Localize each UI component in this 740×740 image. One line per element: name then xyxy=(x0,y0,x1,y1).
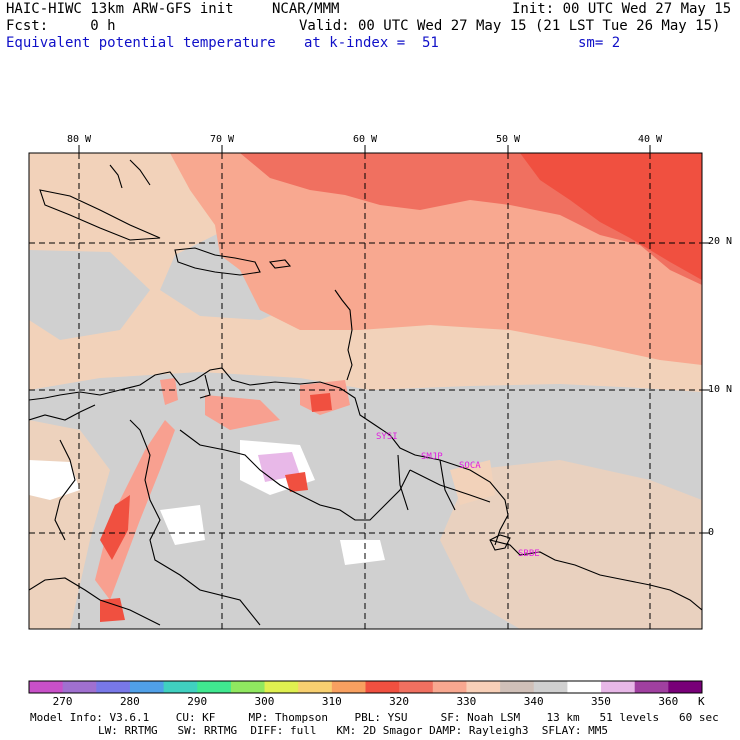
model-info-line1: Model Info: V3.6.1 CU: KF MP: Thompson P… xyxy=(30,711,719,724)
smoothing-label: sm= 2 xyxy=(578,35,621,51)
colorbar-swatch xyxy=(432,681,467,693)
station-sbbe: SBBE xyxy=(518,549,540,559)
lat-label-10n: 10 N xyxy=(708,384,733,395)
colorbar-unit: K xyxy=(698,695,705,708)
colorbar-tick-label: 310 xyxy=(321,695,342,708)
lon-label-70w: 70 W xyxy=(210,134,235,145)
colorbar-tick-label: 300 xyxy=(254,695,275,708)
theta-e-field xyxy=(29,153,702,629)
model-title: HAIC-HIWC 13km ARW-GFS init xyxy=(6,1,234,17)
model-info-line2: LW: RRTMG SW: RRTMG DIFF: full KM: 2D Sm… xyxy=(98,724,608,737)
init-time: Init: 00 UTC Wed 27 May 15 xyxy=(512,1,732,17)
frame-ticks xyxy=(78,145,710,534)
lon-label-60w: 60 W xyxy=(353,134,378,145)
colorbar-tick-label: 280 xyxy=(119,695,140,708)
station-sysi: SYSI xyxy=(376,432,398,442)
station-smjp: SMJP xyxy=(421,452,443,462)
lon-label-80w: 80 W xyxy=(67,134,92,145)
forecast-hour: Fcst: 0 h xyxy=(6,18,116,34)
lat-label-0: 0 xyxy=(708,527,715,538)
org-label: NCAR/MMM xyxy=(272,1,340,17)
lon-label-50w: 50 W xyxy=(496,134,521,145)
colorbar-swatch xyxy=(264,681,299,693)
colorbar-swatch xyxy=(129,681,165,693)
colorbar-tick-label: 360 xyxy=(658,695,679,708)
lat-label-20n: 20 N xyxy=(708,236,733,247)
colorbar-swatch xyxy=(163,681,198,693)
colorbar-tick-label: 340 xyxy=(523,695,544,708)
colorbar-tick-label: 270 xyxy=(52,695,73,708)
colorbar-swatch xyxy=(62,681,97,693)
station-soca: SOCA xyxy=(459,461,481,471)
coastlines xyxy=(29,159,702,626)
colorbar-swatch xyxy=(601,681,636,693)
colorbar-swatch xyxy=(96,681,131,693)
colorbar-tick-label: 320 xyxy=(389,695,410,708)
colorbar-swatch xyxy=(365,681,400,693)
colorbar-swatch xyxy=(533,681,568,693)
colorbar-tick-label: 290 xyxy=(187,695,208,708)
level-label: at k-index = 51 xyxy=(304,35,439,51)
colorbar-swatch xyxy=(466,681,501,693)
field-name: Equivalent potential temperature xyxy=(6,35,276,51)
colorbar-swatch xyxy=(197,681,232,693)
colorbar-swatch xyxy=(399,681,434,693)
colorbar xyxy=(28,680,703,694)
colorbar-swatch xyxy=(668,681,703,693)
valid-time: Valid: 00 UTC Wed 27 May 15 (21 LST Tue … xyxy=(299,18,721,34)
colorbar-swatch xyxy=(331,681,366,693)
colorbar-tick-label: 350 xyxy=(591,695,611,708)
lon-label-40w: 40 W xyxy=(638,134,663,145)
colorbar-swatch xyxy=(29,681,64,693)
map-frame xyxy=(28,152,703,630)
colorbar-swatch xyxy=(230,681,266,693)
colorbar-swatch xyxy=(634,681,669,693)
colorbar-tick-label: 330 xyxy=(456,695,477,708)
graticule xyxy=(29,153,702,629)
colorbar-swatch xyxy=(500,681,535,693)
colorbar-swatch xyxy=(298,681,333,693)
colorbar-swatch xyxy=(567,681,602,693)
